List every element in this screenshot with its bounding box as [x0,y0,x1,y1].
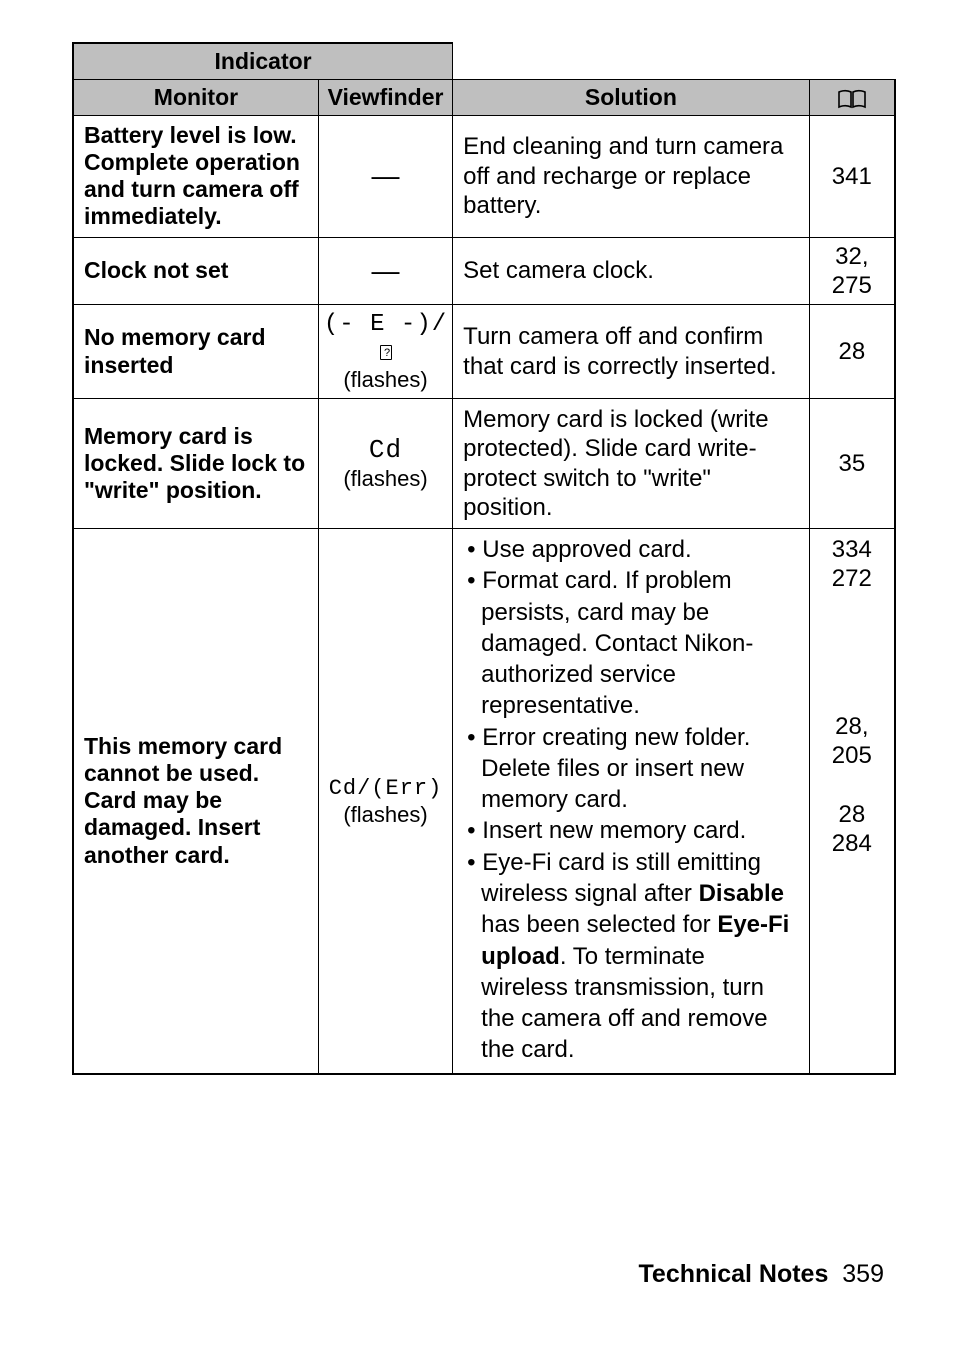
pageref-locked: 35 [809,399,895,529]
monitor-clock: Clock not set [73,237,318,305]
flashes-label: (flashes) [343,466,427,491]
solution-clock: Set camera clock. [453,237,809,305]
viewfinder-nocard: (- E -)/? (flashes) [318,305,452,399]
header-viewfinder: Viewfinder [318,80,452,116]
monitor-locked: Memory card is locked. Slide lock to "wr… [73,399,318,529]
monitor-nocard: No memory card inserted [73,305,318,399]
page-footer: Technical Notes 359 [639,1260,885,1289]
blank-cell [809,43,895,80]
footer-page-number: 359 [842,1260,884,1288]
header-monitor: Monitor [73,80,318,116]
flashes-label: (flashes) [343,367,427,392]
pageref-clock: 32, 275 [809,237,895,305]
seg-code: Cd [369,435,402,465]
header-indicator: Indicator [73,43,453,80]
viewfinder-battery: — [318,116,452,238]
card-glyph-icon: ? [380,345,392,360]
blank-cell [453,43,809,80]
viewfinder-clock: — [318,237,452,305]
solution-battery: End cleaning and turn camera off and rec… [453,116,809,238]
viewfinder-damaged: Cd/(Err) (flashes) [318,529,452,1074]
seg-code: (- E -)/ [324,311,447,338]
seg-code: Cd/(Err) [329,776,443,801]
monitor-battery: Battery level is low. Complete operation… [73,116,318,238]
flashes-label: (flashes) [343,802,427,827]
header-solution: Solution [453,80,809,116]
pageref-damaged: 334 272 28, 205 28 284 [809,529,895,1074]
solution-locked: Memory card is locked (write protected).… [453,399,809,529]
header-pageref-icon [809,80,895,116]
pageref-battery: 341 [809,116,895,238]
footer-section-title: Technical Notes [639,1260,829,1288]
solution-nocard: Turn camera off and confirm that card is… [453,305,809,399]
book-icon [837,84,867,110]
monitor-damaged: This memory card cannot be used. Card ma… [73,529,318,1074]
viewfinder-locked: Cd (flashes) [318,399,452,529]
solution-damaged: • Use approved card. • Format card. If p… [453,529,809,1074]
pageref-nocard: 28 [809,305,895,399]
